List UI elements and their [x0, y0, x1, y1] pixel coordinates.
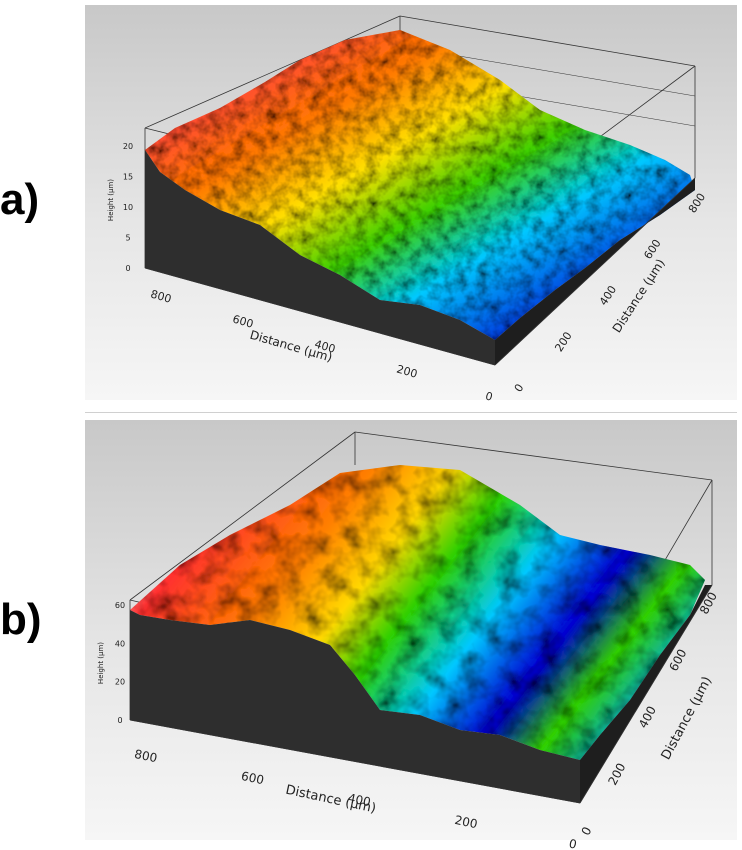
x-tick-label: 200	[395, 362, 419, 380]
panel-divider	[85, 412, 737, 413]
z-tick-label: 5	[125, 234, 130, 243]
surface-b	[130, 465, 705, 760]
x-tick-label: 600	[240, 769, 265, 787]
z-tick-label: 40	[115, 639, 125, 648]
panel-b: 0 20 40 60 Height (μm) 800 600 400 200 0 Distance …	[0, 415, 742, 850]
z-axis-label: Height (μm)	[97, 642, 105, 684]
panel-a: 0 5 10 15 20 Height (μm) 800 600 400 200 0 Distance…	[0, 0, 742, 410]
z-tick-label: 60	[115, 601, 125, 610]
x-tick-label: 800	[149, 287, 173, 305]
x-tick-label: 0	[484, 389, 494, 403]
side-wall-front-a	[145, 150, 495, 365]
z-axis-label: Height (μm)	[107, 179, 115, 221]
z-tick-label: 0	[117, 716, 122, 725]
panel-label-b: b)	[0, 595, 42, 644]
z-tick-label: 15	[123, 173, 133, 182]
x-tick-label: 800	[133, 747, 158, 765]
z-tick-label: 10	[123, 203, 133, 212]
x-tick-label: 600	[231, 312, 255, 330]
z-tick-label: 20	[115, 678, 125, 687]
surface-a	[145, 30, 695, 340]
side-wall-front-b	[130, 610, 580, 803]
panel-label-a: a)	[0, 175, 40, 224]
x-tick-label: 0	[568, 836, 578, 850]
z-tick-label: 0	[125, 264, 130, 273]
x-tick-label: 200	[453, 813, 478, 831]
x-tick-label: 400	[347, 791, 372, 809]
z-tick-label: 20	[123, 142, 133, 151]
x-tick-label: 400	[313, 337, 337, 355]
